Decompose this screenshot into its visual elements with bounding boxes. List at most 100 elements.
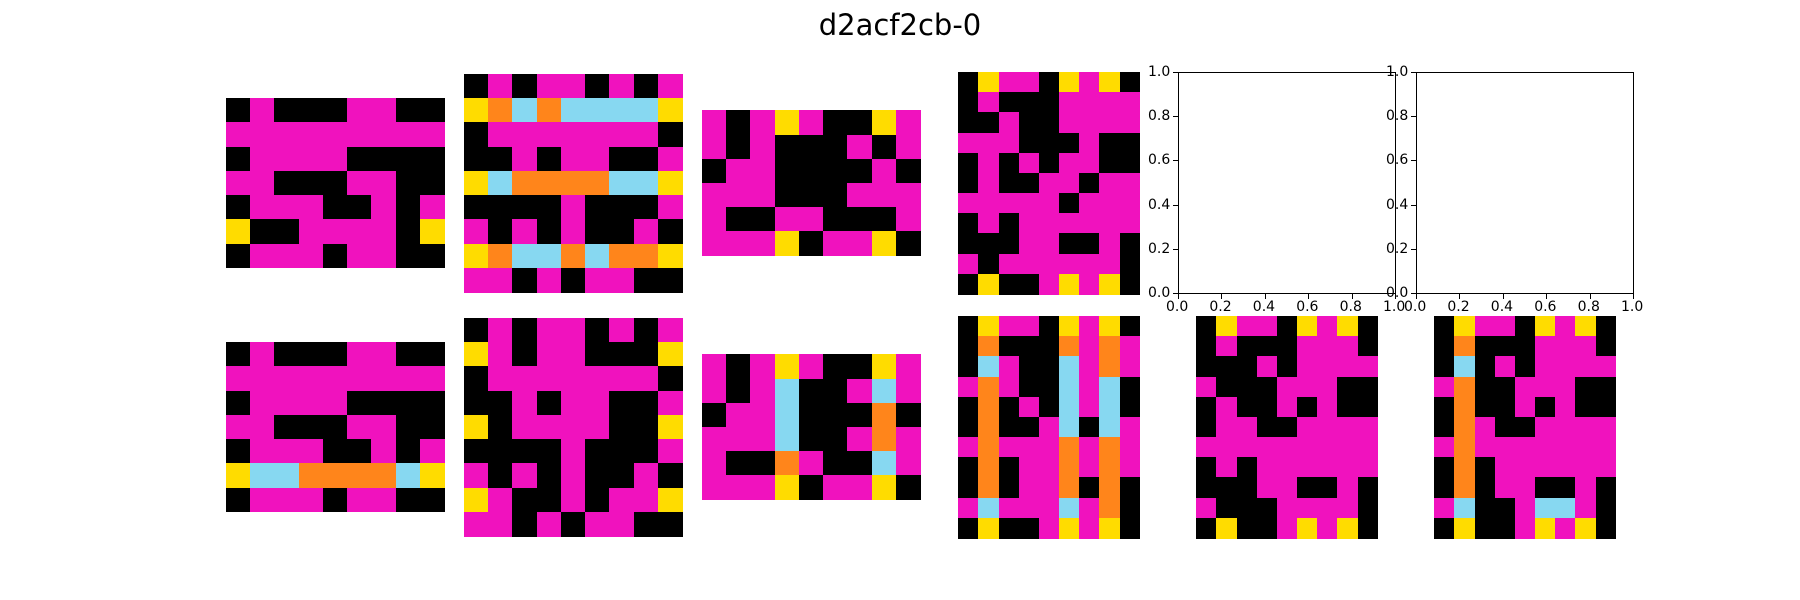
grid-cell <box>1434 336 1455 357</box>
grid-cell <box>1039 254 1060 275</box>
grid-cell <box>658 391 683 416</box>
grid-cell <box>1297 477 1318 498</box>
grid-cell <box>634 463 659 488</box>
grid-cell <box>1575 477 1596 498</box>
grid-cell <box>1019 477 1040 498</box>
grid-cell <box>537 342 562 367</box>
grid-cell <box>1277 518 1298 539</box>
grid-cell <box>634 195 659 220</box>
grid-cell <box>1317 417 1338 438</box>
grid-cell <box>609 268 634 293</box>
grid-cell <box>634 512 659 537</box>
grid-cell <box>299 415 324 440</box>
grid-cell <box>1257 477 1278 498</box>
grid-cell <box>1434 417 1455 438</box>
grid-cell <box>634 74 659 99</box>
grid-cell <box>396 391 421 416</box>
grid-cell <box>1039 92 1060 113</box>
grid-cell <box>396 195 421 220</box>
grid-cell <box>585 195 610 220</box>
grid-cell <box>1237 417 1258 438</box>
grid-cell <box>1535 457 1556 478</box>
grid-cell <box>396 147 421 172</box>
grid-cell <box>1196 477 1217 498</box>
grid-cell <box>823 379 848 404</box>
grid-cell <box>1257 356 1278 377</box>
grid-cell <box>585 488 610 513</box>
grid-cell <box>299 463 324 488</box>
grid-cell <box>464 74 489 99</box>
grid-cell <box>1099 213 1120 234</box>
grid-cell <box>847 379 872 404</box>
grid-cell <box>872 379 897 404</box>
grid-cell <box>1596 316 1617 337</box>
grid-cell <box>658 366 683 391</box>
grid-cell <box>1059 316 1080 337</box>
grid-cell <box>1475 457 1496 478</box>
grid-cell <box>1297 498 1318 519</box>
grid-cell <box>978 356 999 377</box>
grid-cell <box>1059 213 1080 234</box>
grid-cell <box>1120 377 1141 398</box>
grid-cell <box>1059 356 1080 377</box>
grid-cell <box>585 219 610 244</box>
grid-cell <box>1555 356 1576 377</box>
x-tick-label: 0.4 <box>1491 299 1513 315</box>
grid-cell <box>561 171 586 196</box>
grid-cell <box>347 122 372 147</box>
grid-cell <box>1596 457 1617 478</box>
y-tick-mark <box>1173 249 1178 250</box>
grid-cell <box>799 427 824 452</box>
grid-cell <box>1059 397 1080 418</box>
grid-cell <box>512 268 537 293</box>
grid-cell <box>847 231 872 256</box>
grid-cell <box>464 244 489 269</box>
grid-cell <box>323 171 348 196</box>
grid-cell <box>512 74 537 99</box>
grid-cell <box>958 274 979 295</box>
grid-cell <box>823 354 848 379</box>
grid-cell <box>1358 336 1379 357</box>
grid-cell <box>958 316 979 337</box>
grid-cell <box>999 498 1020 519</box>
grid-cell <box>958 437 979 458</box>
grid-cell <box>1475 336 1496 357</box>
grid-cell <box>1196 437 1217 458</box>
grid-cell <box>1277 477 1298 498</box>
grid-cell <box>371 195 396 220</box>
grid-cell <box>658 318 683 343</box>
grid-cell <box>634 268 659 293</box>
grid-cell <box>347 415 372 440</box>
grid-cell <box>1196 377 1217 398</box>
grid-cell <box>1454 477 1475 498</box>
grid-cell <box>323 219 348 244</box>
grid-cell <box>371 463 396 488</box>
grid-cell <box>702 135 727 160</box>
grid-cell <box>1475 316 1496 337</box>
grid-cell <box>371 219 396 244</box>
grid-cell <box>1358 477 1379 498</box>
x-tick-label: 0.8 <box>1578 299 1600 315</box>
grid-cell <box>1237 336 1258 357</box>
grid-cell <box>847 110 872 135</box>
grid-cell <box>1196 356 1217 377</box>
grid-cell <box>702 427 727 452</box>
grid-cell <box>396 439 421 464</box>
y-tick-label: 0.4 <box>1148 197 1170 213</box>
grid-cell <box>274 488 299 513</box>
grid-cell <box>750 403 775 428</box>
grid-cell <box>274 463 299 488</box>
x-tick-label: 1.0 <box>1621 299 1643 315</box>
grid-cell <box>323 98 348 123</box>
grid-cell <box>726 183 751 208</box>
grid-cell <box>537 488 562 513</box>
grid-cell <box>1059 477 1080 498</box>
grid-cell <box>1277 316 1298 337</box>
x-tick-label: 0.8 <box>1340 299 1362 315</box>
y-tick-mark <box>1411 293 1416 294</box>
grid-cell <box>609 98 634 123</box>
y-tick-mark <box>1411 116 1416 117</box>
grid-cell <box>1079 274 1100 295</box>
grid-cell <box>323 342 348 367</box>
grid-cell <box>299 219 324 244</box>
